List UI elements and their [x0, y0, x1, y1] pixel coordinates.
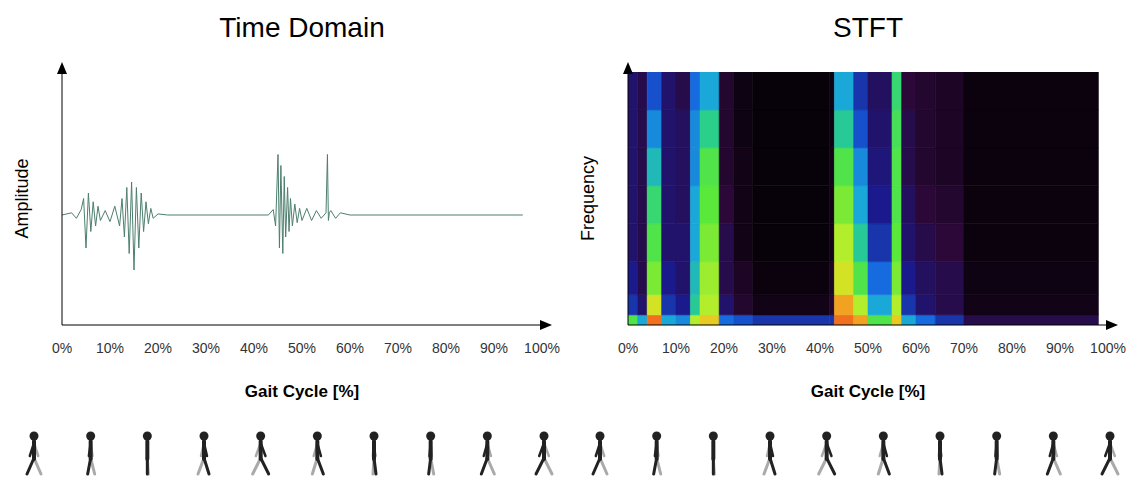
svg-text:90%: 90%: [1046, 340, 1074, 356]
html-text:Amplitude: Amplitude: [11, 158, 32, 238]
svg-text:60%: 60%: [336, 340, 364, 356]
svg-text:50%: 50%: [288, 340, 316, 356]
html-text:STFT: STFT: [833, 12, 903, 43]
svg-text:80%: 80%: [432, 340, 460, 356]
html-text:Time Domain: Time Domain: [219, 12, 385, 43]
svg-text:50%: 50%: [854, 340, 882, 356]
svg-text:100%: 100%: [1090, 340, 1126, 356]
svg-text:10%: 10%: [96, 340, 124, 356]
html-text:Frequency: Frequency: [577, 155, 598, 241]
svg-text:40%: 40%: [806, 340, 834, 356]
html-text:Gait Cycle [%]: Gait Cycle [%]: [244, 382, 360, 401]
svg-text:100%: 100%: [524, 340, 560, 356]
svg-text:80%: 80%: [998, 340, 1026, 356]
html-text:Gait Cycle [%]: Gait Cycle [%]: [810, 382, 926, 401]
svg-text:40%: 40%: [240, 340, 268, 356]
svg-text:0%: 0%: [52, 340, 72, 356]
svg-text:20%: 20%: [144, 340, 172, 356]
svg-text:90%: 90%: [480, 340, 508, 356]
svg-text:10%: 10%: [662, 340, 690, 356]
svg-text:70%: 70%: [384, 340, 412, 356]
svg-text:30%: 30%: [192, 340, 220, 356]
svg-text:30%: 30%: [758, 340, 786, 356]
svg-text:70%: 70%: [950, 340, 978, 356]
svg-text:20%: 20%: [710, 340, 738, 356]
svg-text:0%: 0%: [618, 340, 638, 356]
svg-text:60%: 60%: [902, 340, 930, 356]
